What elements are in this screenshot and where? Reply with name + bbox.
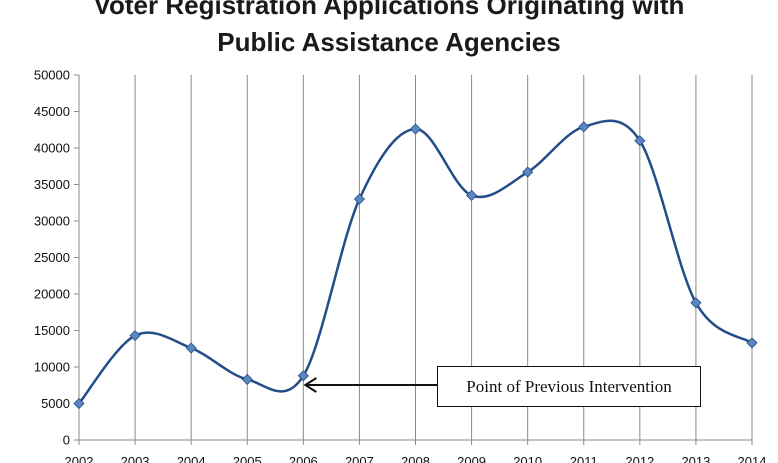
- x-tick-label: 2014: [738, 454, 767, 463]
- x-tick-label: 2011: [570, 454, 598, 463]
- y-tick-label: 20000: [34, 287, 70, 302]
- x-tick-label: 2003: [121, 454, 150, 463]
- annotation-arrow-head: [303, 377, 317, 393]
- x-tick-label: 2009: [457, 454, 486, 463]
- x-tick-label: 2008: [401, 454, 430, 463]
- y-tick-label: 30000: [34, 214, 70, 229]
- data-point-2004: [185, 342, 197, 354]
- x-tick-label: 2006: [289, 454, 318, 463]
- y-tick-label: 50000: [34, 68, 70, 83]
- y-tick-label: 45000: [34, 104, 70, 119]
- x-tick-label: 2002: [65, 454, 94, 463]
- y-tick-label: 40000: [34, 141, 70, 156]
- x-tick-label: 2004: [177, 454, 206, 463]
- data-point-2011: [578, 121, 590, 133]
- y-tick-label: 25000: [34, 250, 70, 265]
- data-point-2003: [129, 330, 141, 342]
- y-tick-label: 10000: [34, 360, 70, 375]
- data-point-2008: [409, 123, 422, 135]
- y-tick-label: 0: [63, 433, 70, 448]
- data-point-2012: [634, 135, 646, 147]
- data-point-2006: [297, 370, 309, 382]
- annotation-box: Point of Previous Intervention: [437, 366, 701, 407]
- x-tick-label: 2012: [625, 454, 654, 463]
- data-point-2002: [73, 397, 85, 410]
- y-tick-label: 35000: [34, 177, 70, 192]
- data-point-2009: [466, 189, 478, 202]
- annotation-text: Point of Previous Intervention: [466, 376, 672, 396]
- annotation-arrow: [303, 377, 437, 393]
- data-point-2013: [690, 297, 702, 309]
- x-tick-label: 2013: [681, 454, 710, 463]
- y-tick-label: 15000: [34, 323, 70, 338]
- data-point-2014: [746, 337, 758, 349]
- data-point-2005: [241, 373, 253, 385]
- x-axis-tick-labels: 2002 2003 2004 2005 2006 2007 2008 2009 2010 2011…: [65, 454, 767, 463]
- axes: [74, 74, 753, 445]
- data-point-2010: [522, 166, 534, 178]
- x-tick-label: 2007: [345, 454, 374, 463]
- data-markers: [73, 121, 758, 410]
- data-point-2007: [353, 193, 365, 205]
- x-tick-label: 2005: [233, 454, 262, 463]
- y-tick-label: 5000: [41, 396, 70, 411]
- x-tick-label: 2010: [513, 454, 542, 463]
- chart-title-line-2: Public Assistance Agencies: [217, 27, 561, 57]
- chart-title-line-1: Voter Registration Applications Originat…: [93, 0, 685, 20]
- y-axis-tick-labels: 0 5000 10000 15000 20000 25000 30000 35000 40000…: [34, 68, 70, 448]
